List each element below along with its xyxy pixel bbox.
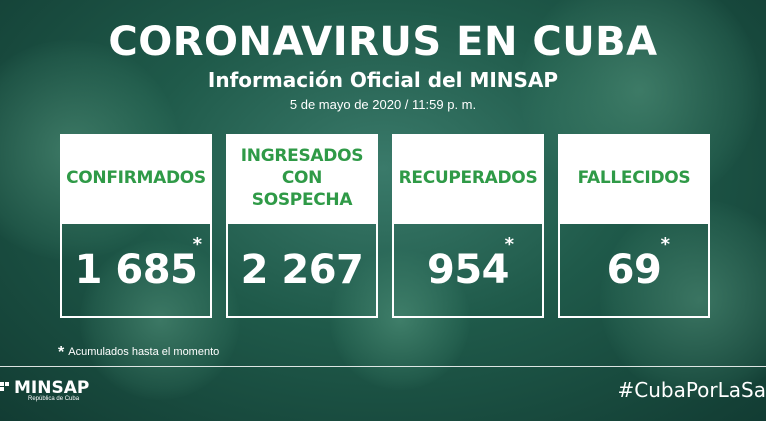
stats-cards: CONFIRMADOS 1 685 * INGRESADOS CON SOSPE… <box>60 134 710 318</box>
card-label: INGRESADOS CON SOSPECHA <box>240 146 364 210</box>
minsap-logo: MINSAP República de Cuba <box>0 378 89 402</box>
asterisk-icon: * <box>660 234 670 255</box>
asterisk-icon: * <box>192 234 202 255</box>
card-recuperados: RECUPERADOS 954 * <box>392 134 544 318</box>
logo-name: MINSAP <box>14 378 90 398</box>
card-value: 2 267 <box>240 247 364 293</box>
report-date: 5 de mayo de 2020 / 11:59 p. m. <box>289 97 477 112</box>
card-value: 69 <box>606 247 662 293</box>
card-label: FALLECIDOS <box>577 168 691 188</box>
asterisk-icon: * <box>58 344 65 361</box>
footnote: * Acumulados hasta el momento <box>58 344 219 362</box>
card-confirmados: CONFIRMADOS 1 685 * <box>60 134 212 318</box>
logo-subtitle: República de Cuba <box>28 396 80 402</box>
minsap-mark-icon <box>0 382 9 391</box>
card-value: 954 <box>427 247 510 293</box>
card-label: RECUPERADOS <box>398 168 538 188</box>
footnote-text: Acumulados hasta el momento <box>68 346 220 358</box>
card-fallecidos: FALLECIDOS 69 * <box>558 134 710 318</box>
page-subtitle: Información Oficial del MINSAP <box>207 68 559 92</box>
card-ingresados-con-sospecha: INGRESADOS CON SOSPECHA 2 267 <box>226 134 378 318</box>
asterisk-icon: * <box>504 234 514 255</box>
card-label: CONFIRMADOS <box>66 168 206 188</box>
divider <box>0 366 766 367</box>
page-title: CORONAVIRUS EN CUBA <box>108 19 658 65</box>
card-value: 1 685 <box>74 247 198 293</box>
hashtag: #CubaPorLaSa <box>617 378 766 402</box>
header: CORONAVIRUS EN CUBA Información Oficial … <box>0 18 766 114</box>
